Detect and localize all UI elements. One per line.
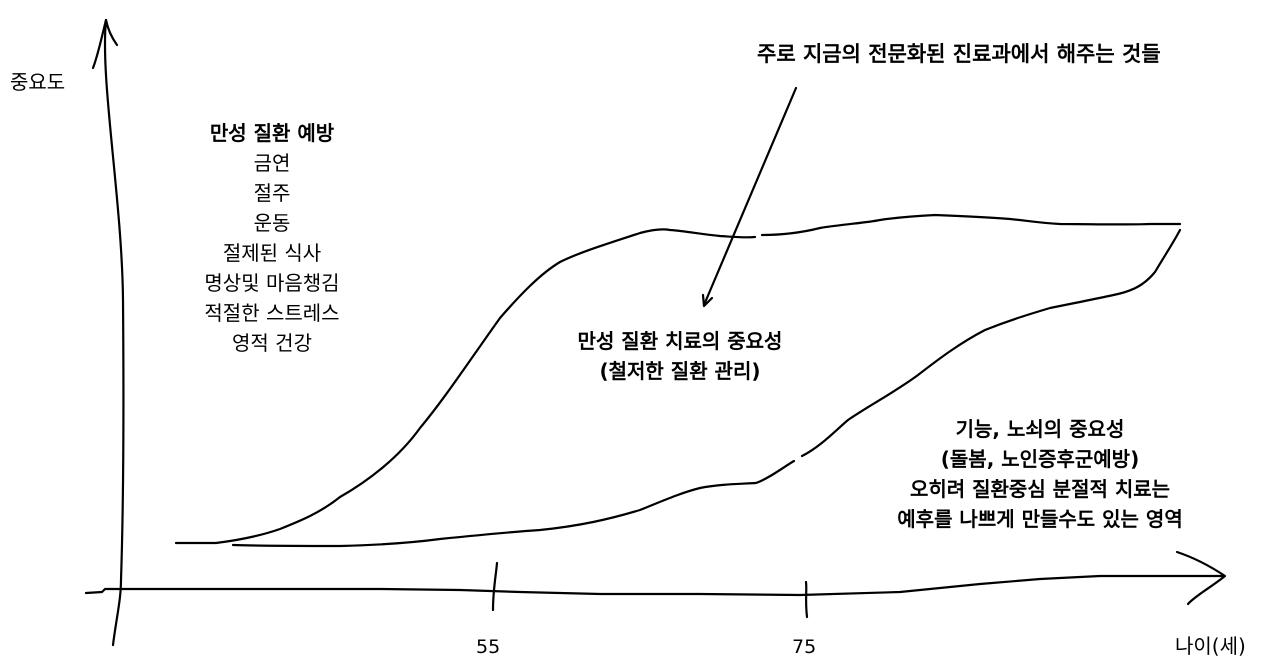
- x-axis-label: 나이(세): [1175, 634, 1246, 658]
- prevention-item: 금연: [253, 151, 291, 175]
- annotation-arrowhead: [701, 293, 714, 308]
- treatment-line: 만성 질환 치료의 중요성: [577, 329, 783, 353]
- function-line: 오히려 질환중심 분절적 치료는: [909, 477, 1171, 501]
- prevention-item: 적절한 스트레스: [204, 301, 340, 325]
- x-tick-55: [491, 561, 499, 612]
- specialist-note: 주로 지금의 전문화된 진료과에서 해주는 것들: [757, 42, 1161, 66]
- prevention-item: 절제된 식사: [222, 241, 322, 265]
- function-line: (돌봄, 노인증후군예방): [940, 447, 1140, 471]
- x-axis: [84, 574, 1224, 597]
- prevention-item: 절주: [253, 181, 291, 205]
- x-axis-arrowhead: [1175, 550, 1227, 606]
- treatment-line: (철저한 질환 관리): [599, 359, 761, 383]
- prevention-item: 명상및 마음챙김: [204, 271, 340, 295]
- curve-function-frailty: [231, 228, 1182, 548]
- prevention-annotation: 만성 질환 예방 금연 절주 운동 절제된 식사 명상및 마음챙김 적절한 스트…: [172, 118, 372, 358]
- x-tick-label-75: 75: [792, 636, 817, 658]
- prevention-item: 영적 건강: [232, 331, 312, 355]
- curve-chronic-treatment: [174, 213, 1182, 545]
- function-line: 기능, 노쇠의 중요성: [955, 417, 1125, 441]
- function-line: 예후를 나쁘게 만들수도 있는 영역: [897, 507, 1183, 531]
- y-axis-arrowhead: [91, 18, 119, 70]
- prevention-item: 운동: [253, 211, 291, 235]
- function-annotation: 기능, 노쇠의 중요성 (돌봄, 노인증후군예방) 오히려 질환중심 분절적 치…: [850, 414, 1230, 534]
- treatment-annotation: 만성 질환 치료의 중요성 (철저한 질환 관리): [520, 326, 840, 386]
- x-tick-label-55: 55: [476, 636, 501, 658]
- y-axis-label: 중요도: [10, 70, 66, 94]
- x-tick-75: [804, 580, 809, 619]
- prevention-title: 만성 질환 예방: [209, 121, 335, 145]
- y-axis: [103, 18, 125, 647]
- annotation-arrow: [702, 86, 798, 307]
